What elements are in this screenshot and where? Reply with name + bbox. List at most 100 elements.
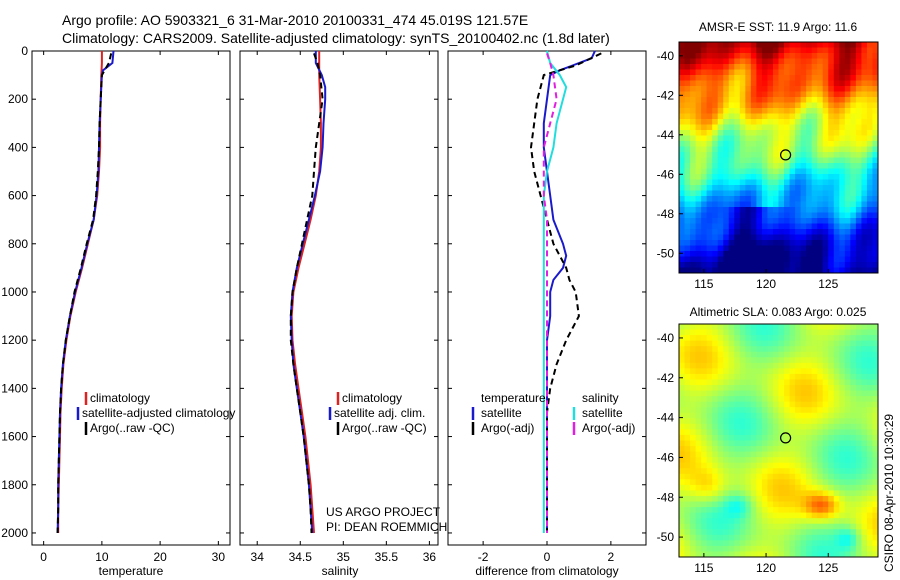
map-cell (861, 75, 868, 82)
map-cell (690, 418, 697, 425)
map-cell (772, 245, 780, 252)
map-cell (706, 373, 713, 381)
map-cell (761, 457, 769, 464)
map-cell (800, 501, 807, 508)
map-cell (772, 412, 780, 419)
map-cell (784, 58, 791, 65)
map-cell (679, 229, 686, 236)
map-cell (806, 484, 813, 492)
map-cell (684, 468, 691, 475)
map-cell (684, 518, 691, 525)
map-cell (817, 512, 824, 519)
map-cell (778, 484, 785, 492)
map-cell (866, 551, 874, 557)
map-cell (789, 362, 796, 369)
map-cell (767, 124, 774, 131)
map-cell (701, 335, 708, 342)
map-cell (701, 108, 708, 115)
map-cell (817, 69, 824, 76)
map-cell (833, 146, 840, 153)
map-cell (861, 407, 868, 414)
map-cell (800, 245, 807, 252)
map-cell (739, 223, 746, 230)
map-cell (679, 534, 686, 541)
map-cell (756, 484, 763, 492)
y-tick-label: -46 (657, 450, 675, 464)
map-cell (772, 551, 780, 557)
map-cell (833, 379, 840, 386)
map-cell (684, 484, 691, 492)
map-cell (806, 179, 813, 186)
salinity-axes-frame (239, 50, 439, 546)
map-cell (712, 157, 719, 164)
map-cell (822, 80, 829, 87)
map-cell (728, 340, 735, 347)
map-cell (734, 223, 741, 230)
map-cell (728, 423, 735, 431)
map-cell (701, 373, 708, 381)
map-cell (739, 440, 746, 447)
map-cell (684, 473, 691, 480)
map-cell (866, 47, 874, 54)
map-cell (778, 423, 785, 431)
map-cell (728, 157, 735, 164)
map-cell (844, 401, 851, 408)
map-cell (712, 529, 719, 536)
map-cell (872, 262, 878, 269)
map-cell (800, 529, 807, 536)
map-cell (789, 179, 796, 186)
map-cell (866, 146, 874, 153)
map-cell (806, 518, 813, 525)
map-cell (745, 201, 752, 208)
map-cell (806, 174, 813, 181)
map-cell (706, 245, 713, 252)
map-cell (701, 523, 708, 530)
map-cell (784, 152, 791, 159)
map-cell (828, 152, 835, 159)
map-cell (767, 53, 774, 60)
map-cell (778, 119, 785, 126)
map-cell (695, 418, 702, 425)
map-cell (817, 495, 824, 503)
map-cell (695, 53, 702, 60)
map-cell (739, 240, 746, 247)
x-tick-label: 34.5 (289, 550, 313, 564)
map-cell (745, 368, 752, 375)
map-cell (817, 412, 824, 419)
map-cell (789, 256, 796, 263)
map-cell (778, 201, 785, 208)
map-cell (739, 130, 746, 137)
map-cell (839, 462, 846, 469)
map-cell (712, 457, 719, 464)
map-cell (695, 362, 702, 369)
map-cell (839, 523, 846, 530)
map-cell (833, 518, 840, 525)
map-cell (684, 212, 691, 219)
map-cell (701, 97, 708, 104)
map-cell (872, 223, 878, 230)
map-cell (811, 534, 818, 541)
map-cell (828, 434, 835, 442)
map-cell (684, 190, 691, 197)
map-cell (750, 429, 757, 436)
map-cell (844, 141, 851, 148)
map-cell (706, 468, 713, 475)
temperature-panel: 0 10 20 30020040060080010001200140016001800… (1, 44, 235, 578)
map-cell (745, 69, 752, 76)
map-cell (712, 130, 719, 137)
map-cell (706, 201, 713, 208)
map-cell (822, 196, 829, 203)
map-cell (789, 174, 796, 181)
map-cell (850, 229, 857, 236)
map-cell (866, 523, 874, 530)
map-cell (679, 91, 686, 98)
map-cell (789, 207, 796, 214)
map-cell (723, 518, 730, 525)
map-cell (833, 551, 840, 557)
map-cell (690, 234, 697, 241)
map-cell (717, 335, 724, 342)
map-cell (822, 190, 829, 197)
map-cell (684, 501, 691, 508)
map-cell (844, 130, 851, 137)
map-cell (756, 362, 763, 369)
